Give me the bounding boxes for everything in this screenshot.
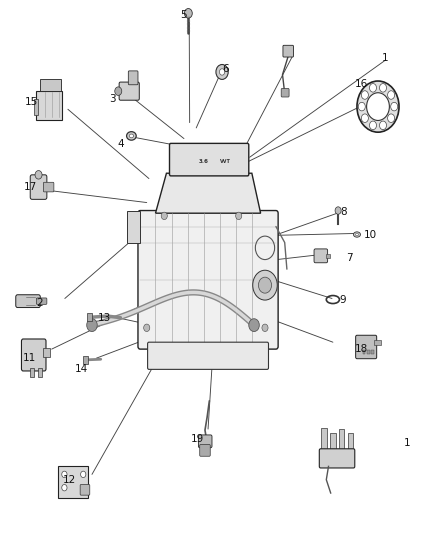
FancyBboxPatch shape — [170, 143, 249, 176]
FancyBboxPatch shape — [314, 249, 328, 263]
Circle shape — [357, 81, 399, 132]
Bar — [367, 350, 370, 354]
Ellipse shape — [129, 134, 134, 138]
Circle shape — [361, 114, 368, 123]
Bar — [127, 211, 140, 243]
Bar — [38, 368, 42, 377]
Circle shape — [62, 484, 67, 491]
Text: 5: 5 — [180, 10, 187, 20]
FancyBboxPatch shape — [283, 45, 293, 57]
Circle shape — [379, 121, 386, 130]
Circle shape — [236, 212, 242, 220]
Text: 7: 7 — [346, 253, 353, 263]
Circle shape — [87, 319, 97, 332]
Bar — [371, 350, 374, 354]
Ellipse shape — [127, 132, 136, 140]
Text: VVT: VVT — [220, 159, 231, 164]
Circle shape — [388, 114, 395, 123]
FancyBboxPatch shape — [198, 435, 212, 448]
FancyBboxPatch shape — [319, 449, 355, 468]
Circle shape — [184, 9, 192, 18]
Circle shape — [35, 171, 42, 179]
Text: 3: 3 — [109, 94, 116, 103]
FancyBboxPatch shape — [128, 71, 138, 85]
Bar — [321, 428, 327, 449]
Circle shape — [115, 87, 122, 95]
Text: 6: 6 — [222, 64, 229, 74]
Circle shape — [249, 319, 259, 332]
Bar — [87, 313, 92, 321]
FancyBboxPatch shape — [356, 335, 377, 359]
Circle shape — [379, 84, 386, 92]
FancyBboxPatch shape — [36, 91, 62, 120]
Circle shape — [161, 212, 167, 220]
Circle shape — [81, 471, 86, 478]
FancyBboxPatch shape — [138, 211, 278, 349]
Circle shape — [335, 207, 341, 214]
FancyBboxPatch shape — [119, 82, 139, 100]
FancyBboxPatch shape — [16, 295, 40, 308]
Circle shape — [144, 324, 150, 332]
Text: 18: 18 — [355, 344, 368, 353]
Text: 17: 17 — [24, 182, 37, 191]
Text: 8: 8 — [340, 207, 347, 217]
Circle shape — [361, 91, 368, 99]
Bar — [43, 348, 50, 357]
Circle shape — [219, 69, 225, 75]
Circle shape — [216, 64, 228, 79]
FancyBboxPatch shape — [36, 298, 47, 304]
Bar — [374, 340, 381, 345]
Text: 11: 11 — [23, 353, 36, 363]
Text: 13: 13 — [98, 313, 111, 323]
Circle shape — [370, 84, 377, 92]
Text: 14: 14 — [74, 364, 88, 374]
Circle shape — [262, 324, 268, 332]
Text: 4: 4 — [117, 139, 124, 149]
Bar — [30, 368, 34, 377]
Text: 16: 16 — [355, 79, 368, 89]
Text: 3.6: 3.6 — [199, 159, 208, 164]
Text: 12: 12 — [63, 475, 76, 484]
Text: 15: 15 — [25, 98, 38, 107]
FancyBboxPatch shape — [21, 339, 46, 371]
Bar — [83, 356, 88, 364]
Bar — [348, 433, 353, 455]
Text: 10: 10 — [364, 230, 377, 239]
Text: 1: 1 — [404, 439, 411, 448]
Bar — [339, 429, 344, 450]
Circle shape — [258, 277, 272, 293]
FancyBboxPatch shape — [281, 88, 289, 97]
Circle shape — [358, 102, 365, 111]
Bar — [330, 433, 336, 455]
Ellipse shape — [353, 232, 360, 237]
FancyBboxPatch shape — [43, 182, 54, 192]
FancyBboxPatch shape — [40, 79, 61, 91]
FancyBboxPatch shape — [200, 445, 210, 456]
FancyBboxPatch shape — [80, 484, 90, 495]
Bar — [34, 99, 38, 115]
Circle shape — [370, 121, 377, 130]
Polygon shape — [155, 173, 261, 213]
Text: 1: 1 — [382, 53, 389, 62]
Text: 9: 9 — [339, 295, 346, 305]
Circle shape — [253, 270, 277, 300]
Circle shape — [367, 93, 389, 120]
Circle shape — [388, 91, 395, 99]
Text: 19: 19 — [191, 434, 204, 444]
Circle shape — [391, 102, 398, 111]
Text: 2: 2 — [36, 298, 43, 308]
Bar — [363, 350, 365, 354]
FancyBboxPatch shape — [148, 342, 268, 369]
FancyBboxPatch shape — [58, 466, 88, 498]
FancyBboxPatch shape — [30, 175, 47, 199]
Bar — [326, 254, 330, 258]
Circle shape — [62, 471, 67, 478]
Ellipse shape — [355, 233, 358, 236]
